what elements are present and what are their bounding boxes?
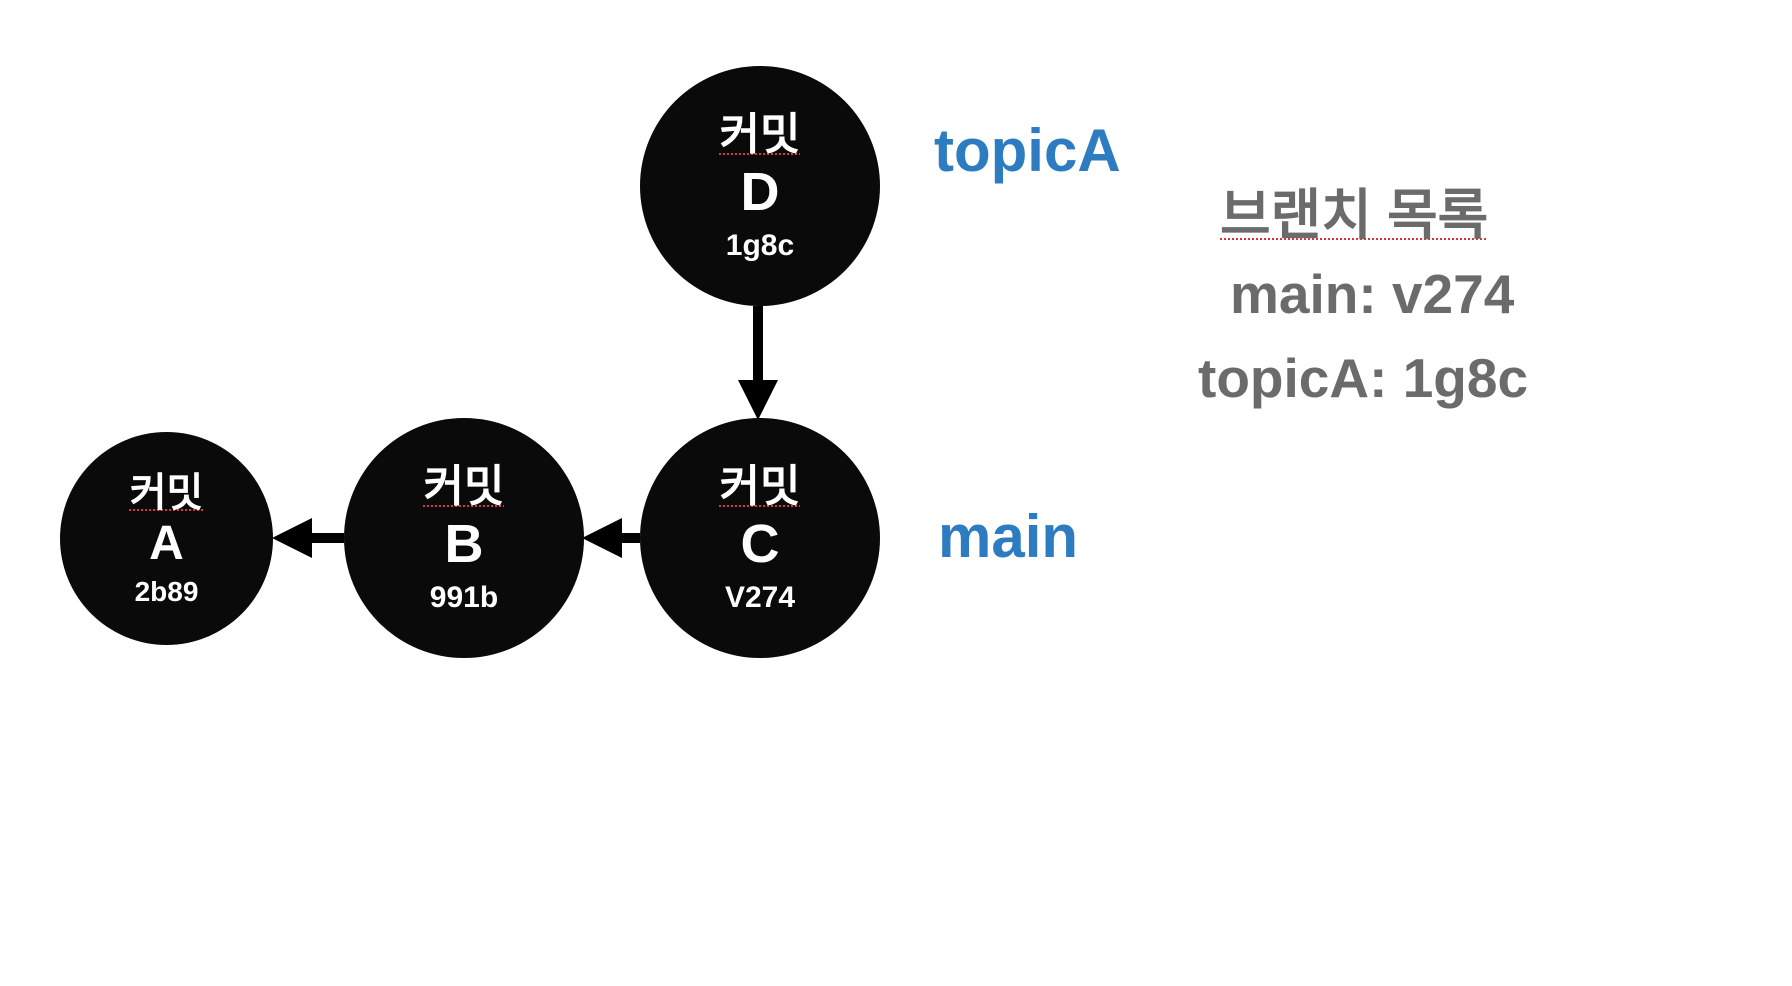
- branch-list-main: main: v274: [1230, 262, 1514, 326]
- commit-hash: 1g8c: [726, 229, 794, 262]
- branch-label-main: main: [938, 502, 1078, 571]
- commit-letter: C: [741, 513, 780, 575]
- branch-label-topica: topicA: [934, 116, 1121, 185]
- commit-letter: B: [445, 513, 484, 575]
- branch-list-topica: topicA: 1g8c: [1198, 346, 1528, 410]
- commit-title: 커밋: [720, 462, 801, 513]
- commit-node-a: 커밋 A 2b89: [60, 432, 273, 645]
- commit-letter: D: [741, 161, 780, 223]
- commit-hash: 991b: [430, 581, 498, 614]
- commit-title: 커밋: [720, 110, 801, 161]
- commit-node-b: 커밋 B 991b: [344, 418, 584, 658]
- commit-title: 커밋: [130, 470, 204, 516]
- commit-letter: A: [149, 516, 184, 571]
- edges-layer: [0, 0, 1792, 986]
- commit-node-c: 커밋 C V274: [640, 418, 880, 658]
- commit-hash: 2b89: [135, 577, 199, 608]
- branch-list-heading: 브랜치 목록: [1220, 170, 1488, 250]
- commit-hash: V274: [725, 581, 795, 614]
- commit-title: 커밋: [424, 462, 505, 513]
- commit-node-d: 커밋 D 1g8c: [640, 66, 880, 306]
